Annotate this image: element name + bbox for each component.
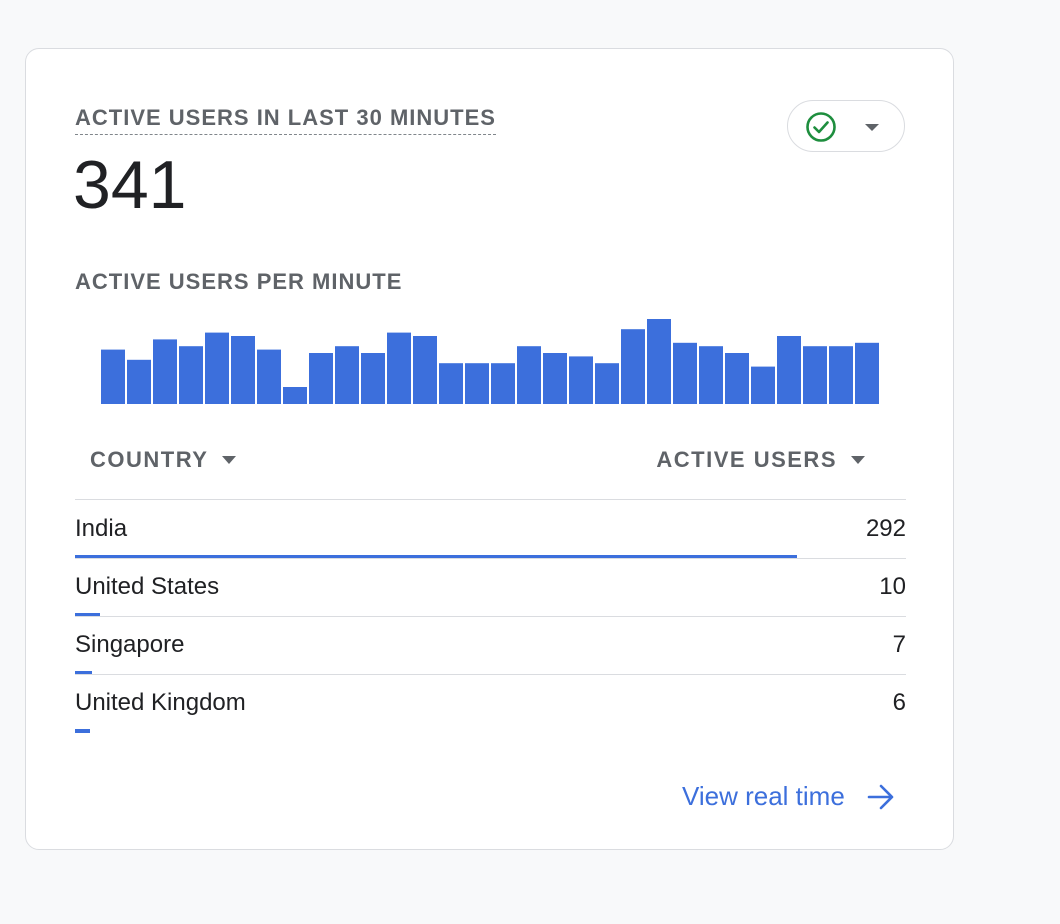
country-name: Singapore — [75, 631, 185, 658]
view-real-time-label: View real time — [682, 781, 845, 811]
table-row: India 292 — [75, 500, 906, 559]
chart-bar[interactable] — [387, 332, 411, 404]
chart-bar[interactable] — [439, 363, 463, 404]
share-bar — [75, 729, 90, 733]
country-name: India — [75, 515, 128, 542]
chart-bar[interactable] — [465, 363, 489, 404]
status-dropdown-button[interactable] — [787, 100, 905, 152]
chevron-down-icon — [851, 456, 865, 464]
chart-bar[interactable] — [647, 319, 671, 404]
chart-bar[interactable] — [491, 363, 515, 404]
country-name: United States — [75, 573, 220, 600]
column-header-country-label: COUNTRY — [90, 447, 209, 472]
chart-bar[interactable] — [595, 363, 619, 404]
column-header-active-users[interactable]: ACTIVE USERS — [656, 447, 865, 473]
chart-bar[interactable] — [309, 353, 333, 404]
active-users-value: 341 — [73, 147, 187, 223]
table-divider — [75, 499, 906, 500]
active-users-per-minute-chart — [101, 319, 879, 404]
chevron-down-icon — [865, 124, 879, 131]
active-users-count: 6 — [892, 689, 906, 716]
chart-bar[interactable] — [569, 356, 593, 404]
column-header-active-users-label: ACTIVE USERS — [656, 447, 837, 472]
chart-bar[interactable] — [257, 349, 281, 404]
chart-bar[interactable] — [673, 342, 697, 404]
chart-bar[interactable] — [231, 336, 255, 404]
share-bar — [75, 555, 797, 559]
chart-bar[interactable] — [751, 366, 775, 404]
chart-bar[interactable] — [413, 336, 437, 404]
chart-bar[interactable] — [335, 346, 359, 404]
column-header-country[interactable]: COUNTRY — [90, 447, 237, 473]
chart-bar[interactable] — [829, 346, 853, 404]
realtime-card: ACTIVE USERS IN LAST 30 MINUTES 341 ACTI… — [25, 48, 954, 850]
active-users-count: 7 — [892, 631, 906, 658]
row-divider — [75, 558, 906, 559]
share-bar — [75, 613, 100, 617]
chart-bar[interactable] — [205, 332, 229, 404]
chart-bar[interactable] — [803, 346, 827, 404]
chart-bar[interactable] — [543, 353, 567, 404]
table-row: United Kingdom 6 — [75, 674, 906, 733]
chart-title: ACTIVE USERS PER MINUTE — [75, 269, 403, 294]
chart-bar[interactable] — [283, 387, 307, 404]
active-users-count: 10 — [879, 573, 906, 600]
chart-bar[interactable] — [361, 353, 385, 404]
table-row: Singapore 7 — [75, 616, 906, 675]
check-circle-icon — [806, 112, 836, 142]
row-divider — [75, 674, 906, 675]
active-users-metric-title[interactable]: ACTIVE USERS IN LAST 30 MINUTES — [75, 105, 496, 135]
view-real-time-link[interactable]: View real time — [682, 781, 895, 812]
share-bar — [75, 671, 92, 675]
active-users-count: 292 — [865, 515, 906, 542]
chart-bar[interactable] — [127, 359, 151, 404]
chart-bar[interactable] — [517, 346, 541, 404]
chart-bar[interactable] — [179, 346, 203, 404]
chart-bar[interactable] — [621, 329, 645, 404]
chart-bar[interactable] — [153, 339, 177, 404]
chevron-down-icon — [222, 456, 237, 464]
chart-bar[interactable] — [101, 349, 125, 404]
chart-bar[interactable] — [699, 346, 723, 404]
chart-bar[interactable] — [725, 353, 749, 404]
arrow-right-icon — [867, 784, 894, 809]
table-row: United States 10 — [75, 558, 906, 617]
country-name: United Kingdom — [75, 689, 246, 716]
chart-bar[interactable] — [777, 336, 801, 404]
chart-bar[interactable] — [855, 342, 879, 404]
row-divider — [75, 616, 906, 617]
